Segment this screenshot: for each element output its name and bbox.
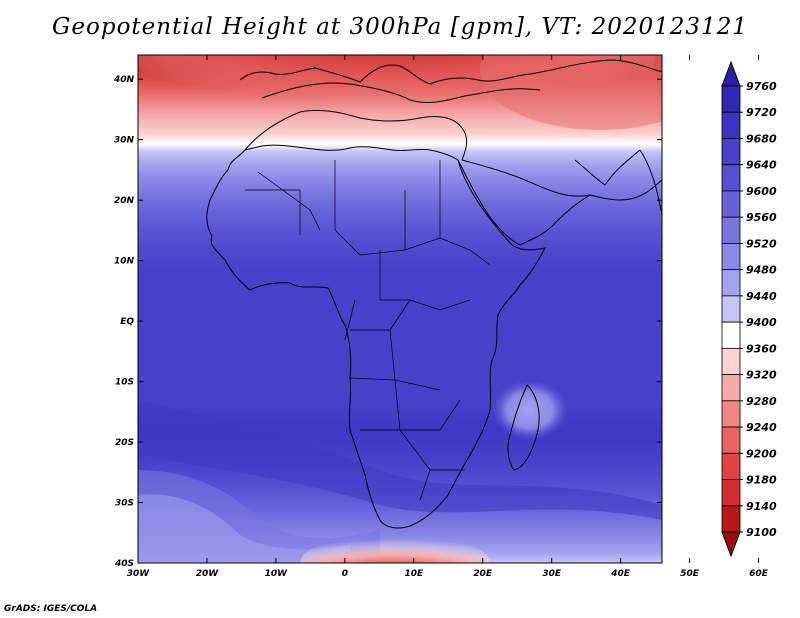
colorbar-segment — [721, 347, 741, 375]
colorbar-label: 9640 — [746, 159, 777, 172]
latitude-axis: 40N 30N 20N 10N EQ 10S 20S 30S 40S — [113, 75, 662, 569]
lat-label: EQ — [120, 317, 134, 327]
colorbar-label: 9680 — [746, 132, 777, 145]
lat-label: 10N — [114, 257, 135, 267]
colorbar-segment — [721, 479, 741, 507]
colorbar-segment — [721, 216, 741, 244]
colorbar-segment — [721, 164, 741, 192]
colorbar-segment — [721, 243, 741, 271]
colorbar-segment — [721, 505, 741, 533]
colorbar-segment — [721, 138, 741, 166]
colorbar-segment — [721, 295, 741, 323]
lon-label: 60E — [749, 569, 769, 579]
lat-label: 30S — [115, 499, 134, 509]
colorbar-segment — [721, 85, 741, 113]
colorbar-label: 9480 — [746, 264, 777, 277]
mediterranean-coast — [244, 82, 541, 161]
lat-label: 20N — [114, 196, 135, 206]
africa-coastline — [206, 144, 546, 529]
lon-label: 40E — [610, 569, 631, 579]
colorbar-label: 9280 — [746, 395, 777, 408]
persian-gulf — [574, 149, 641, 186]
colorbar-segment — [721, 400, 741, 428]
colorbar-label: 9320 — [746, 369, 777, 382]
lon-label: 30E — [542, 569, 562, 579]
colorbar-label: 9200 — [746, 447, 777, 460]
colorbar-segment — [721, 374, 741, 402]
lon-label: 50E — [680, 569, 700, 579]
coastlines — [206, 59, 662, 529]
colorbar-label: 9140 — [746, 500, 777, 513]
country-borders — [245, 160, 491, 501]
colorbar-label: 9440 — [746, 290, 777, 303]
colorbar-label: 9760 — [746, 80, 777, 93]
lon-label: 20W — [196, 569, 220, 579]
lat-label: 20S — [115, 438, 134, 448]
colorbar-segment — [721, 190, 741, 218]
lon-label: 10E — [404, 569, 424, 579]
colorbar-segment — [721, 426, 741, 454]
colorbar-label: 9520 — [746, 237, 777, 250]
colorbar-segment — [721, 269, 741, 297]
height-field — [138, 55, 662, 563]
lat-label: 40N — [113, 75, 135, 85]
colorbar-label: 9720 — [746, 106, 777, 119]
lat-label: 30N — [114, 136, 135, 146]
lon-label: 10W — [265, 569, 289, 579]
arabian-peninsula — [461, 159, 662, 246]
lat-label: 10S — [115, 378, 134, 388]
longitude-axis: 30W20W10W010E20E30E40E50E60E70E — [127, 55, 769, 579]
india-coast — [639, 149, 662, 216]
colorbar-label: 9560 — [746, 211, 777, 224]
colorbar: 9760 9720 9680 9640 9600 9560 9520 9480 9440 9400… — [721, 60, 777, 558]
lon-label: 20E — [473, 569, 493, 579]
europe-coast — [239, 59, 662, 85]
lon-label: 30W — [127, 569, 151, 579]
madagascar — [507, 384, 540, 471]
colorbar-label: 9360 — [746, 342, 777, 355]
map-title: Geopotential Height at 300hPa [gpm], VT:… — [52, 14, 748, 40]
red-sea — [457, 159, 521, 246]
colorbar-label: 9100 — [746, 526, 777, 539]
colorbar-segment — [721, 111, 741, 139]
colorbar-label: 9600 — [746, 185, 777, 198]
credit-text: GrADS: IGES/COLA — [4, 604, 98, 614]
lat-label: 40S — [114, 559, 134, 569]
colorbar-max-triangle — [721, 60, 741, 87]
colorbar-label: 9240 — [746, 421, 777, 434]
map-frame — [137, 54, 663, 564]
colorbar-min-triangle — [721, 531, 741, 558]
colorbar-segment — [721, 321, 741, 349]
lon-label: 0 — [342, 569, 348, 579]
colorbar-segment — [721, 452, 741, 480]
colorbar-label: 9400 — [746, 316, 777, 329]
colorbar-label: 9180 — [746, 474, 777, 487]
